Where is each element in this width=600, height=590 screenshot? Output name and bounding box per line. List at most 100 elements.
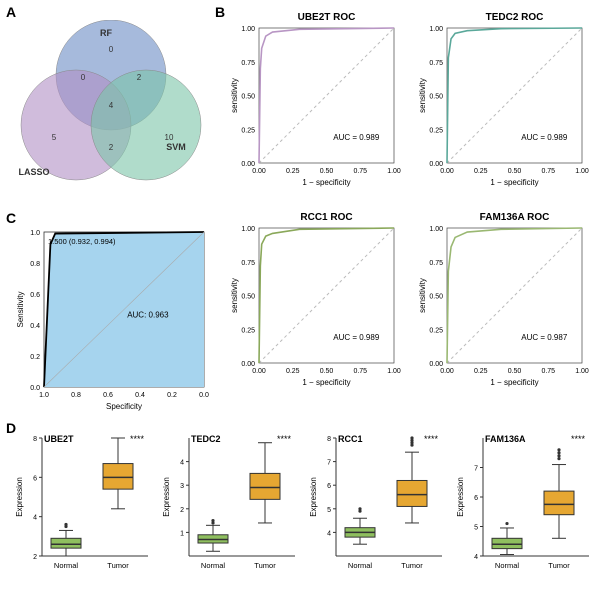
svg-text:0.00: 0.00 — [440, 168, 454, 175]
svg-text:****: **** — [130, 434, 145, 444]
svg-text:FAM136A: FAM136A — [485, 434, 526, 444]
svg-text:Normal: Normal — [348, 561, 373, 570]
svg-text:AUC = 0.987: AUC = 0.987 — [521, 333, 568, 342]
svg-text:****: **** — [424, 434, 439, 444]
svg-text:5: 5 — [474, 525, 478, 532]
svg-text:0: 0 — [109, 45, 114, 54]
svg-text:5: 5 — [52, 133, 57, 142]
svg-text:Sensitivity: Sensitivity — [16, 291, 25, 327]
svg-text:Normal: Normal — [201, 561, 226, 570]
svg-text:0.8: 0.8 — [71, 392, 81, 399]
svg-text:4: 4 — [327, 530, 331, 537]
svg-text:0.25: 0.25 — [241, 327, 255, 334]
svg-text:Expression: Expression — [15, 477, 24, 517]
svg-text:0.75: 0.75 — [429, 260, 443, 267]
svg-text:1: 1 — [180, 530, 184, 537]
svg-text:1.00: 1.00 — [575, 168, 589, 175]
svg-text:0.00: 0.00 — [241, 361, 255, 368]
svg-text:TEDC2 ROC: TEDC2 ROC — [486, 12, 544, 23]
svg-text:0.75: 0.75 — [353, 368, 367, 375]
svg-text:1.500 (0.932, 0.994): 1.500 (0.932, 0.994) — [48, 237, 116, 246]
svg-text:Expression: Expression — [456, 477, 465, 517]
svg-text:0.75: 0.75 — [353, 168, 367, 175]
svg-text:Tumor: Tumor — [107, 561, 129, 570]
svg-text:1.00: 1.00 — [387, 168, 401, 175]
boxplot-row: UBE2T****2468ExpressionNormalTumorTEDC2*… — [12, 430, 598, 586]
svg-text:0.00: 0.00 — [429, 361, 443, 368]
svg-text:Expression: Expression — [309, 477, 318, 517]
svg-text:1.00: 1.00 — [429, 26, 443, 33]
svg-text:1 − specificity: 1 − specificity — [490, 178, 538, 187]
svg-text:2: 2 — [33, 554, 37, 561]
svg-text:0.6: 0.6 — [103, 392, 113, 399]
svg-text:0.4: 0.4 — [30, 323, 40, 330]
svg-text:1 − specificity: 1 − specificity — [302, 378, 350, 387]
svg-text:0.50: 0.50 — [241, 294, 255, 301]
svg-text:Tumor: Tumor — [548, 561, 570, 570]
svg-text:1.00: 1.00 — [575, 368, 589, 375]
svg-text:1 − specificity: 1 − specificity — [490, 378, 538, 387]
svg-text:0.25: 0.25 — [474, 368, 488, 375]
label-A: A — [6, 4, 16, 20]
svg-text:sensitivity: sensitivity — [418, 278, 427, 313]
svg-text:sensitivity: sensitivity — [230, 278, 239, 313]
svg-text:Normal: Normal — [495, 561, 520, 570]
svg-text:1.00: 1.00 — [241, 226, 255, 233]
svg-text:0.50: 0.50 — [429, 294, 443, 301]
svg-text:UBE2T: UBE2T — [44, 434, 74, 444]
svg-text:4: 4 — [180, 460, 184, 467]
svg-text:6: 6 — [33, 475, 37, 482]
svg-text:0.8: 0.8 — [30, 261, 40, 268]
svg-text:0.75: 0.75 — [241, 60, 255, 67]
svg-text:4: 4 — [109, 101, 114, 110]
svg-text:****: **** — [277, 434, 292, 444]
svg-text:0.4: 0.4 — [135, 392, 145, 399]
svg-text:8: 8 — [327, 436, 331, 443]
venn-diagram: RF0LASSO5SVM100224 — [6, 20, 216, 200]
svg-text:10: 10 — [165, 133, 174, 142]
svg-text:6: 6 — [327, 483, 331, 490]
svg-text:FAM136A ROC: FAM136A ROC — [480, 212, 550, 223]
svg-text:0.75: 0.75 — [241, 260, 255, 267]
svg-text:7: 7 — [327, 460, 331, 467]
svg-text:2: 2 — [137, 73, 142, 82]
svg-text:0.2: 0.2 — [30, 354, 40, 361]
svg-text:Expression: Expression — [162, 477, 171, 517]
roc-grid: UBE2T ROC0.000.000.250.250.500.500.750.7… — [225, 8, 597, 408]
svg-text:0.50: 0.50 — [429, 94, 443, 101]
svg-text:0.25: 0.25 — [241, 127, 255, 134]
svg-text:0.25: 0.25 — [429, 327, 443, 334]
svg-text:1.0: 1.0 — [39, 392, 49, 399]
svg-text:8: 8 — [33, 436, 37, 443]
svg-text:0.00: 0.00 — [440, 368, 454, 375]
svg-text:1 − specificity: 1 − specificity — [302, 178, 350, 187]
svg-text:0.0: 0.0 — [199, 392, 209, 399]
svg-text:AUC = 0.989: AUC = 0.989 — [521, 133, 568, 142]
svg-text:AUC = 0.989: AUC = 0.989 — [333, 133, 380, 142]
panel-c-roc: 1.00.80.60.40.20.00.00.20.40.60.81.0Spec… — [12, 222, 217, 417]
svg-text:1.0: 1.0 — [30, 230, 40, 237]
svg-text:0.50: 0.50 — [320, 368, 334, 375]
svg-text:Normal: Normal — [54, 561, 79, 570]
svg-text:0.00: 0.00 — [429, 161, 443, 168]
svg-text:1.00: 1.00 — [429, 226, 443, 233]
svg-text:Tumor: Tumor — [401, 561, 423, 570]
svg-text:0.50: 0.50 — [508, 168, 522, 175]
svg-text:0.25: 0.25 — [474, 168, 488, 175]
svg-text:AUC: 0.963: AUC: 0.963 — [127, 310, 169, 319]
svg-text:0.25: 0.25 — [429, 127, 443, 134]
svg-text:0: 0 — [81, 73, 86, 82]
label-B: B — [215, 4, 225, 20]
svg-text:0.50: 0.50 — [320, 168, 334, 175]
svg-text:4: 4 — [33, 515, 37, 522]
svg-text:0.00: 0.00 — [252, 168, 266, 175]
svg-text:0.75: 0.75 — [429, 60, 443, 67]
svg-text:2: 2 — [109, 143, 114, 152]
svg-text:0.00: 0.00 — [252, 368, 266, 375]
svg-text:Tumor: Tumor — [254, 561, 276, 570]
svg-text:RCC1: RCC1 — [338, 434, 363, 444]
svg-text:****: **** — [571, 434, 586, 444]
svg-text:UBE2T ROC: UBE2T ROC — [298, 12, 356, 23]
svg-text:6: 6 — [474, 495, 478, 502]
svg-text:5: 5 — [327, 507, 331, 514]
